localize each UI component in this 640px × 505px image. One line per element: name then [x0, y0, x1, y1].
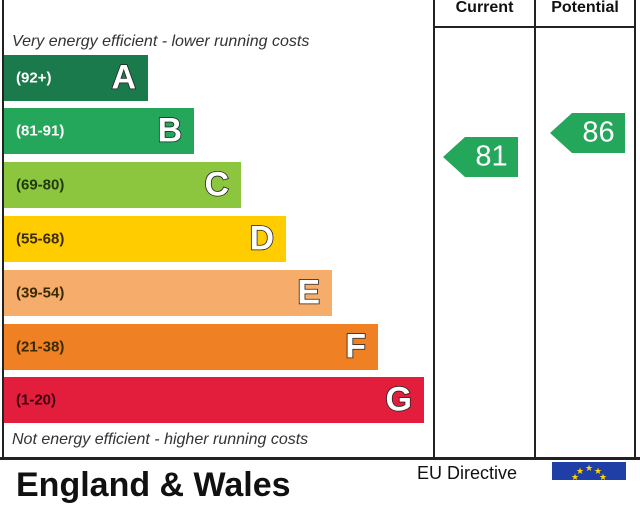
left-border — [2, 0, 4, 460]
band-e: (39-54) E — [4, 270, 332, 316]
band-range-label: (81-91) — [16, 122, 65, 140]
star-icon: ★ — [594, 466, 603, 476]
band-a: (92+) A — [4, 55, 148, 101]
band-range-label: (92+) — [16, 69, 52, 87]
band-range-label: (21-38) — [16, 338, 65, 356]
potential-rating-value: 86 — [582, 116, 615, 149]
band-range-label: (69-80) — [16, 176, 65, 194]
band-range-label: (39-54) — [16, 284, 65, 302]
band-letter: A — [111, 58, 137, 98]
band-letter: D — [249, 219, 275, 259]
current-rating-value: 81 — [475, 140, 508, 173]
footer-divider — [0, 457, 640, 460]
band-letter: B — [157, 111, 183, 151]
band-d: (55-68) D — [4, 216, 286, 262]
band-g: (1-20) G — [4, 377, 424, 423]
region-title: England & Wales — [16, 466, 291, 504]
eu-directive-label: EU Directive — [417, 463, 518, 483]
bottom-caption: Not energy efficient - higher running co… — [12, 431, 309, 448]
star-icon: ★ — [576, 466, 585, 476]
star-icon: ★ — [571, 472, 580, 481]
eu-flag-icon: ★ ★ ★ ★ ★ — [552, 462, 626, 480]
band-range-label: (55-68) — [16, 230, 65, 248]
current-column-header: Current — [455, 0, 514, 16]
band-letter: F — [344, 327, 366, 367]
band-f: (21-38) F — [4, 324, 378, 370]
band-b: (81-91) B — [4, 108, 194, 154]
band-letter: E — [297, 273, 321, 313]
band-letter: G — [385, 380, 413, 420]
top-caption: Very energy efficient - lower running co… — [12, 33, 310, 50]
band-letter: C — [204, 165, 230, 205]
current-column-divider — [433, 0, 435, 460]
right-border — [634, 0, 636, 460]
star-icon: ★ — [585, 463, 594, 473]
star-icon: ★ — [599, 472, 608, 481]
potential-column-header: Potential — [551, 0, 619, 16]
header-divider — [433, 26, 636, 28]
potential-rating-arrow: 86 — [550, 113, 625, 153]
current-rating-arrow: 81 — [443, 137, 518, 177]
band-range-label: (1-20) — [16, 391, 57, 409]
band-c: (69-80) C — [4, 162, 241, 208]
potential-column-divider — [534, 0, 536, 460]
